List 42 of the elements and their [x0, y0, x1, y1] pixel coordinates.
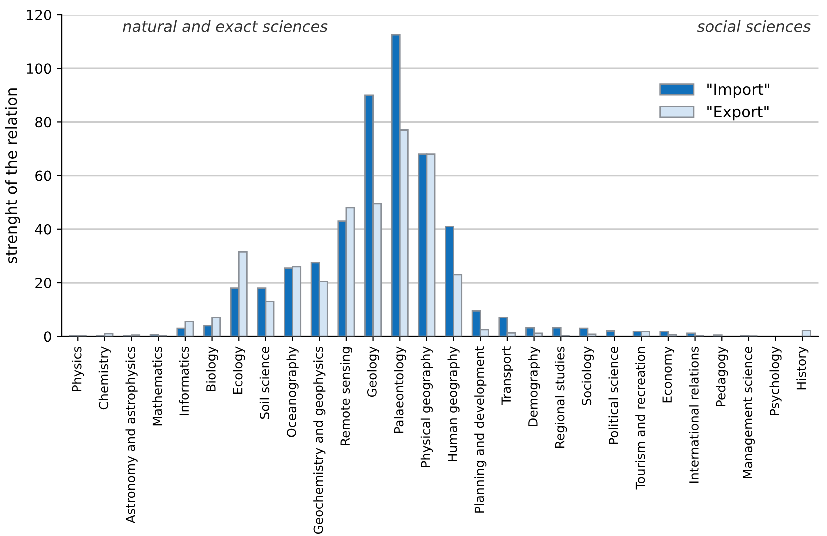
x-tick-label: Soil science — [260, 346, 270, 420]
x-tick-label: Management science — [742, 346, 756, 478]
x-tick-label: Geochemistry and geophysics — [314, 346, 326, 534]
legend-label: "Import" — [708, 84, 770, 98]
x-tick-label: Astronomy and astrophysics — [126, 346, 138, 524]
y-tick-label: 60 — [36, 170, 52, 182]
annotation: social sciences — [697, 20, 811, 32]
y-tick-label: 80 — [36, 117, 52, 128]
x-tick-label: Sociology — [582, 346, 594, 406]
x-tick-label: Psychology — [770, 346, 782, 416]
y-tick-label: 100 — [27, 64, 52, 74]
x-tick-label: Planning and development — [474, 346, 487, 513]
x-tick-label: Physical geography — [420, 346, 434, 468]
x-tick-label: Ecology — [233, 346, 246, 394]
x-tick-label: Chemistry — [98, 346, 112, 410]
x-tick-label: Economy — [662, 346, 675, 403]
x-tick-label: Mathematics — [152, 346, 162, 426]
legend-label: "Export" — [708, 106, 769, 121]
bar — [606, 330, 616, 337]
x-tick-label: Pedagogy — [716, 346, 728, 406]
x-tick-label: Tourism and recreation — [636, 347, 646, 490]
x-tick-label: Biology — [206, 346, 218, 392]
y-tick-label: 40 — [35, 224, 52, 235]
x-tick-label: Human geography — [448, 346, 460, 462]
x-tick-label: Geology — [367, 346, 380, 398]
x-tick-label: History — [796, 346, 809, 390]
bar — [802, 330, 812, 337]
y-tick-label: 0 — [44, 332, 52, 342]
x-tick-label: Oceanography — [286, 346, 299, 438]
x-tick-label: Palaeontology — [394, 346, 406, 434]
y-tick-label: 120 — [27, 10, 52, 20]
y-axis-title: strenght of the relation — [5, 88, 20, 264]
x-tick-label: Remote sensing — [340, 347, 353, 446]
x-tick-label: Informatics — [179, 346, 190, 416]
y-tick-label: 20 — [36, 278, 52, 288]
x-tick-label: Physics — [72, 346, 84, 392]
x-tick-label: Regional studies — [555, 346, 568, 448]
x-tick-label: Political science — [608, 346, 618, 444]
annotation: natural and exact sciences — [123, 20, 328, 32]
x-tick-label: Transport — [502, 346, 514, 406]
x-tick-label: Demography — [528, 346, 540, 426]
x-tick-label: International relations — [689, 346, 699, 483]
